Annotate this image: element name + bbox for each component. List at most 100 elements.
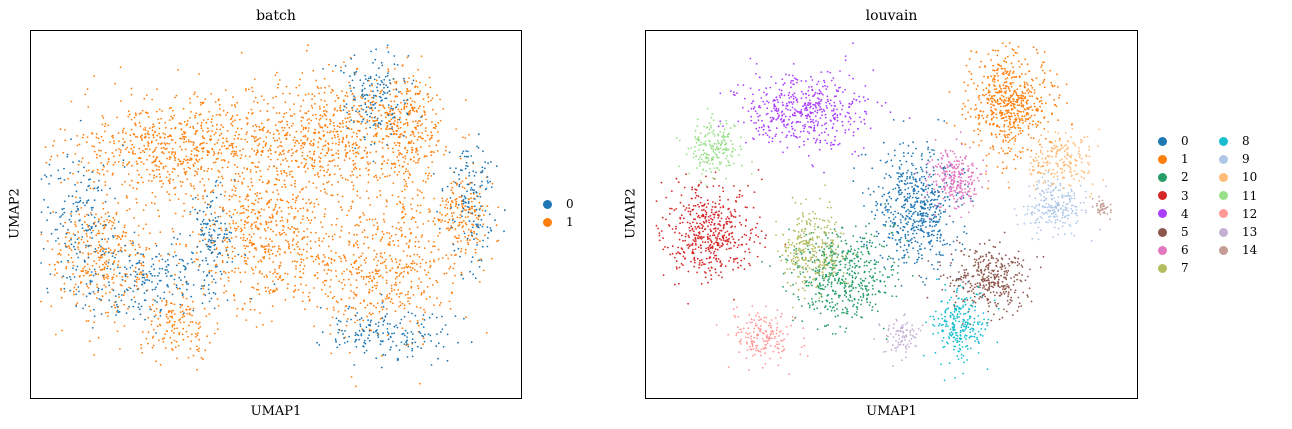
point	[143, 97, 146, 100]
point	[284, 157, 287, 160]
point	[899, 213, 902, 216]
point	[239, 280, 242, 283]
point	[75, 305, 78, 307]
point	[74, 234, 76, 237]
point	[930, 240, 932, 242]
point	[263, 256, 266, 258]
point	[403, 343, 406, 345]
point	[88, 292, 91, 295]
point	[221, 241, 224, 243]
point	[471, 189, 474, 191]
point	[285, 239, 287, 242]
point	[178, 319, 180, 322]
point	[441, 257, 444, 259]
point	[91, 280, 93, 283]
point	[103, 254, 106, 256]
point	[163, 337, 166, 339]
point	[281, 232, 283, 235]
point	[901, 257, 904, 259]
point	[152, 161, 155, 164]
point	[377, 126, 380, 129]
point	[904, 233, 907, 236]
point	[205, 259, 208, 262]
point	[285, 233, 287, 236]
point	[235, 194, 237, 197]
point	[213, 259, 216, 262]
point	[189, 167, 192, 170]
point	[381, 89, 383, 92]
point	[932, 213, 935, 216]
point	[286, 134, 288, 136]
point	[301, 151, 304, 154]
point	[160, 117, 163, 120]
point	[288, 243, 290, 246]
point	[261, 181, 264, 184]
point	[379, 274, 382, 277]
point	[457, 224, 460, 227]
point	[251, 86, 253, 89]
point	[201, 229, 204, 232]
point	[281, 186, 284, 188]
point	[138, 173, 140, 176]
point	[120, 250, 123, 253]
point	[319, 107, 321, 110]
point	[111, 255, 114, 257]
point	[338, 126, 341, 129]
point	[115, 211, 118, 214]
point	[202, 271, 205, 273]
point	[166, 284, 169, 286]
point	[380, 80, 383, 82]
point	[233, 104, 236, 106]
point	[80, 181, 82, 184]
point	[429, 296, 431, 298]
point	[299, 270, 301, 273]
point	[46, 240, 49, 243]
point	[356, 135, 358, 138]
point	[72, 290, 75, 293]
point	[341, 287, 344, 290]
point	[369, 204, 372, 206]
point	[79, 275, 81, 277]
point	[206, 206, 209, 209]
point	[117, 221, 120, 223]
point	[312, 69, 315, 72]
point	[151, 346, 154, 349]
point	[938, 194, 940, 197]
point	[153, 125, 155, 128]
point	[458, 183, 461, 186]
point	[296, 234, 298, 237]
point	[129, 273, 132, 276]
point	[361, 231, 364, 234]
point	[304, 93, 307, 96]
point	[920, 276, 922, 279]
point	[105, 286, 107, 288]
point	[72, 267, 74, 270]
point	[441, 197, 444, 200]
point	[134, 300, 137, 303]
point	[356, 151, 359, 154]
point	[279, 274, 282, 277]
point	[408, 114, 410, 116]
point	[330, 279, 332, 281]
point	[114, 306, 117, 309]
point	[340, 174, 342, 177]
point	[391, 127, 393, 130]
point	[249, 169, 252, 171]
point	[77, 201, 79, 204]
point	[368, 272, 371, 274]
point	[183, 120, 186, 123]
point	[375, 176, 378, 179]
point	[295, 130, 298, 133]
point	[436, 150, 439, 152]
point	[173, 313, 176, 315]
point	[906, 193, 909, 195]
point	[891, 165, 894, 167]
point	[87, 214, 90, 217]
point	[112, 172, 114, 175]
point	[481, 245, 484, 248]
point	[352, 159, 355, 162]
point	[405, 183, 408, 185]
point	[913, 221, 916, 224]
point	[304, 135, 307, 138]
point	[302, 99, 305, 102]
